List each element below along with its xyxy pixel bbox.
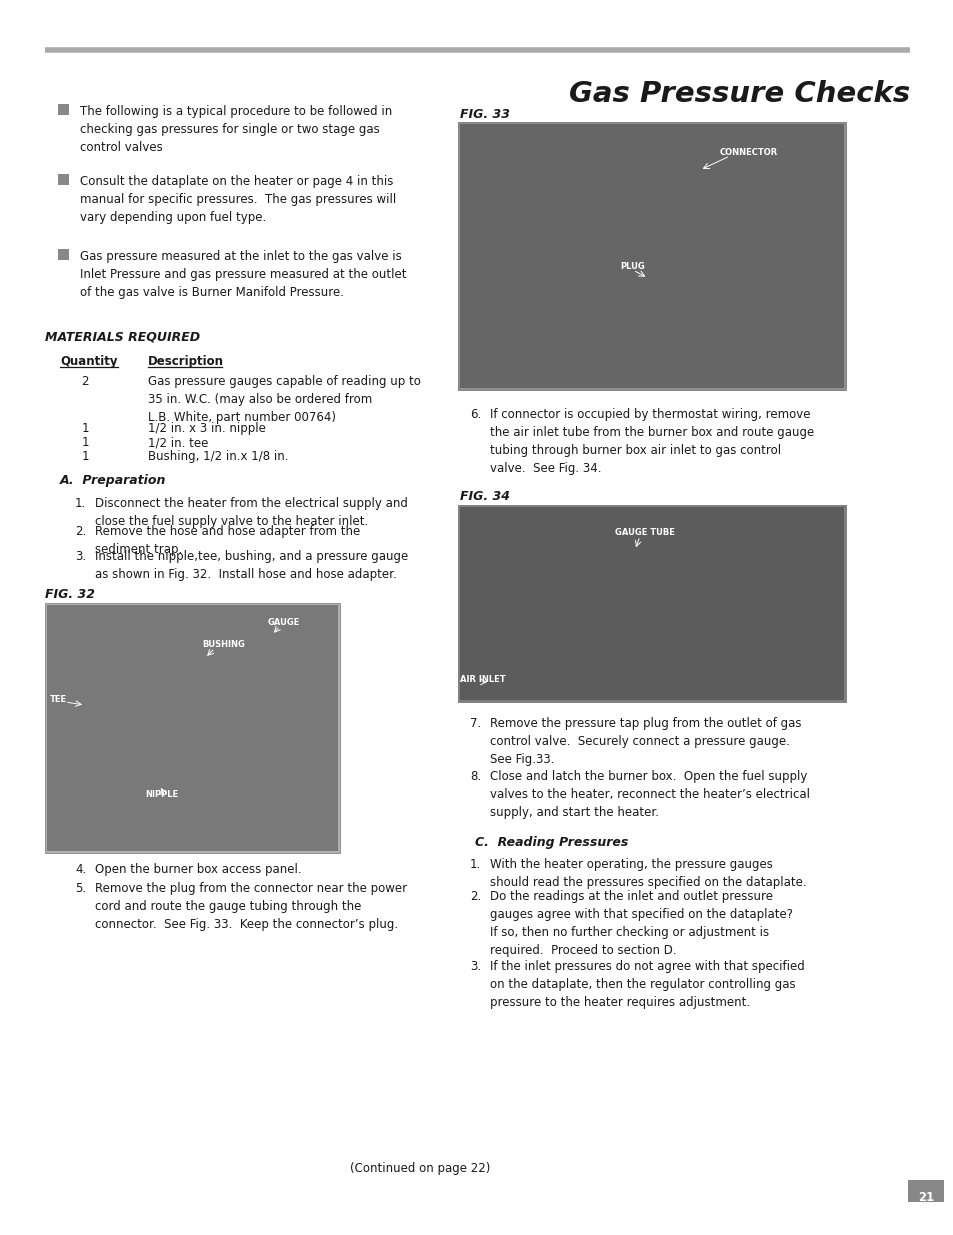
Text: If the inlet pressures do not agree with that specified
on the dataplate, then t: If the inlet pressures do not agree with… bbox=[490, 960, 804, 1009]
Text: 5.: 5. bbox=[75, 882, 86, 895]
Text: Consult the dataplate on the heater or page 4 in this
manual for specific pressu: Consult the dataplate on the heater or p… bbox=[80, 175, 395, 224]
Text: 21: 21 bbox=[917, 1191, 933, 1204]
Bar bbox=[58, 104, 69, 115]
Text: If connector is occupied by thermostat wiring, remove
the air inlet tube from th: If connector is occupied by thermostat w… bbox=[490, 408, 814, 475]
Text: 1.: 1. bbox=[470, 858, 480, 871]
Text: Remove the plug from the connector near the power
cord and route the gauge tubin: Remove the plug from the connector near … bbox=[95, 882, 407, 931]
Text: CONNECTOR: CONNECTOR bbox=[720, 148, 778, 157]
Text: 4.: 4. bbox=[75, 863, 86, 876]
Bar bbox=[45, 603, 339, 853]
Text: 1/2 in. tee: 1/2 in. tee bbox=[148, 436, 208, 450]
Text: GAUGE: GAUGE bbox=[268, 618, 300, 627]
Text: 1/2 in. x 3 in. nipple: 1/2 in. x 3 in. nipple bbox=[148, 422, 266, 435]
Text: Description: Description bbox=[148, 354, 224, 368]
Text: 7.: 7. bbox=[470, 718, 480, 730]
Text: 1: 1 bbox=[81, 422, 89, 435]
Text: Open the burner box access panel.: Open the burner box access panel. bbox=[95, 863, 301, 876]
Text: NIPPLE: NIPPLE bbox=[145, 790, 178, 799]
Text: Gas pressure measured at the inlet to the gas valve is
Inlet Pressure and gas pr: Gas pressure measured at the inlet to th… bbox=[80, 249, 406, 299]
Bar bbox=[907, 1179, 943, 1202]
Text: Do the readings at the inlet and outlet pressure
gauges agree with that specifie: Do the readings at the inlet and outlet … bbox=[490, 890, 792, 957]
Bar bbox=[58, 174, 69, 185]
Text: 1: 1 bbox=[81, 436, 89, 450]
Text: Gas Pressure Checks: Gas Pressure Checks bbox=[568, 80, 909, 107]
Text: 1.: 1. bbox=[75, 496, 86, 510]
Text: Install the nipple,tee, bushing, and a pressure gauge
as shown in Fig. 32.  Inst: Install the nipple,tee, bushing, and a p… bbox=[95, 550, 408, 580]
Text: Gas pressure gauges capable of reading up to
35 in. W.C. (may also be ordered fr: Gas pressure gauges capable of reading u… bbox=[148, 375, 420, 424]
Text: BUSHING: BUSHING bbox=[202, 640, 245, 650]
Text: AIR INLET: AIR INLET bbox=[459, 676, 505, 684]
Text: The following is a typical procedure to be followed in
checking gas pressures fo: The following is a typical procedure to … bbox=[80, 105, 392, 154]
Bar bbox=[58, 249, 69, 261]
Text: FIG. 33: FIG. 33 bbox=[459, 107, 510, 121]
Text: 1: 1 bbox=[81, 450, 89, 463]
Text: GAUGE TUBE: GAUGE TUBE bbox=[615, 529, 674, 537]
Text: FIG. 32: FIG. 32 bbox=[45, 588, 95, 601]
Text: Close and latch the burner box.  Open the fuel supply
valves to the heater, reco: Close and latch the burner box. Open the… bbox=[490, 769, 809, 819]
Text: 8.: 8. bbox=[470, 769, 480, 783]
Text: 3.: 3. bbox=[470, 960, 480, 973]
Text: 2.: 2. bbox=[75, 525, 86, 538]
Text: TEE: TEE bbox=[50, 695, 67, 704]
Text: Remove the pressure tap plug from the outlet of gas
control valve.  Securely con: Remove the pressure tap plug from the ou… bbox=[490, 718, 801, 766]
Text: C.  Reading Pressures: C. Reading Pressures bbox=[475, 836, 628, 848]
Text: PLUG: PLUG bbox=[619, 262, 644, 270]
Text: Bushing, 1/2 in.x 1/8 in.: Bushing, 1/2 in.x 1/8 in. bbox=[148, 450, 288, 463]
Bar bbox=[457, 505, 845, 701]
Text: With the heater operating, the pressure gauges
should read the pressures specifi: With the heater operating, the pressure … bbox=[490, 858, 806, 889]
Text: FIG. 34: FIG. 34 bbox=[459, 490, 510, 503]
Text: Quantity: Quantity bbox=[60, 354, 117, 368]
Bar bbox=[459, 508, 843, 700]
Text: A.  Preparation: A. Preparation bbox=[60, 474, 166, 487]
Bar bbox=[457, 122, 845, 390]
Text: 2.: 2. bbox=[470, 890, 480, 903]
Bar bbox=[47, 605, 337, 851]
Text: (Continued on page 22): (Continued on page 22) bbox=[350, 1162, 490, 1174]
Text: 3.: 3. bbox=[75, 550, 86, 563]
Text: 2: 2 bbox=[81, 375, 89, 388]
Text: MATERIALS REQUIRED: MATERIALS REQUIRED bbox=[45, 330, 200, 343]
Text: Remove the hose and hose adapter from the
sediment trap.: Remove the hose and hose adapter from th… bbox=[95, 525, 360, 556]
Text: Disconnect the heater from the electrical supply and
close the fuel supply valve: Disconnect the heater from the electrica… bbox=[95, 496, 408, 529]
Text: 6.: 6. bbox=[470, 408, 480, 421]
Bar bbox=[459, 124, 843, 388]
